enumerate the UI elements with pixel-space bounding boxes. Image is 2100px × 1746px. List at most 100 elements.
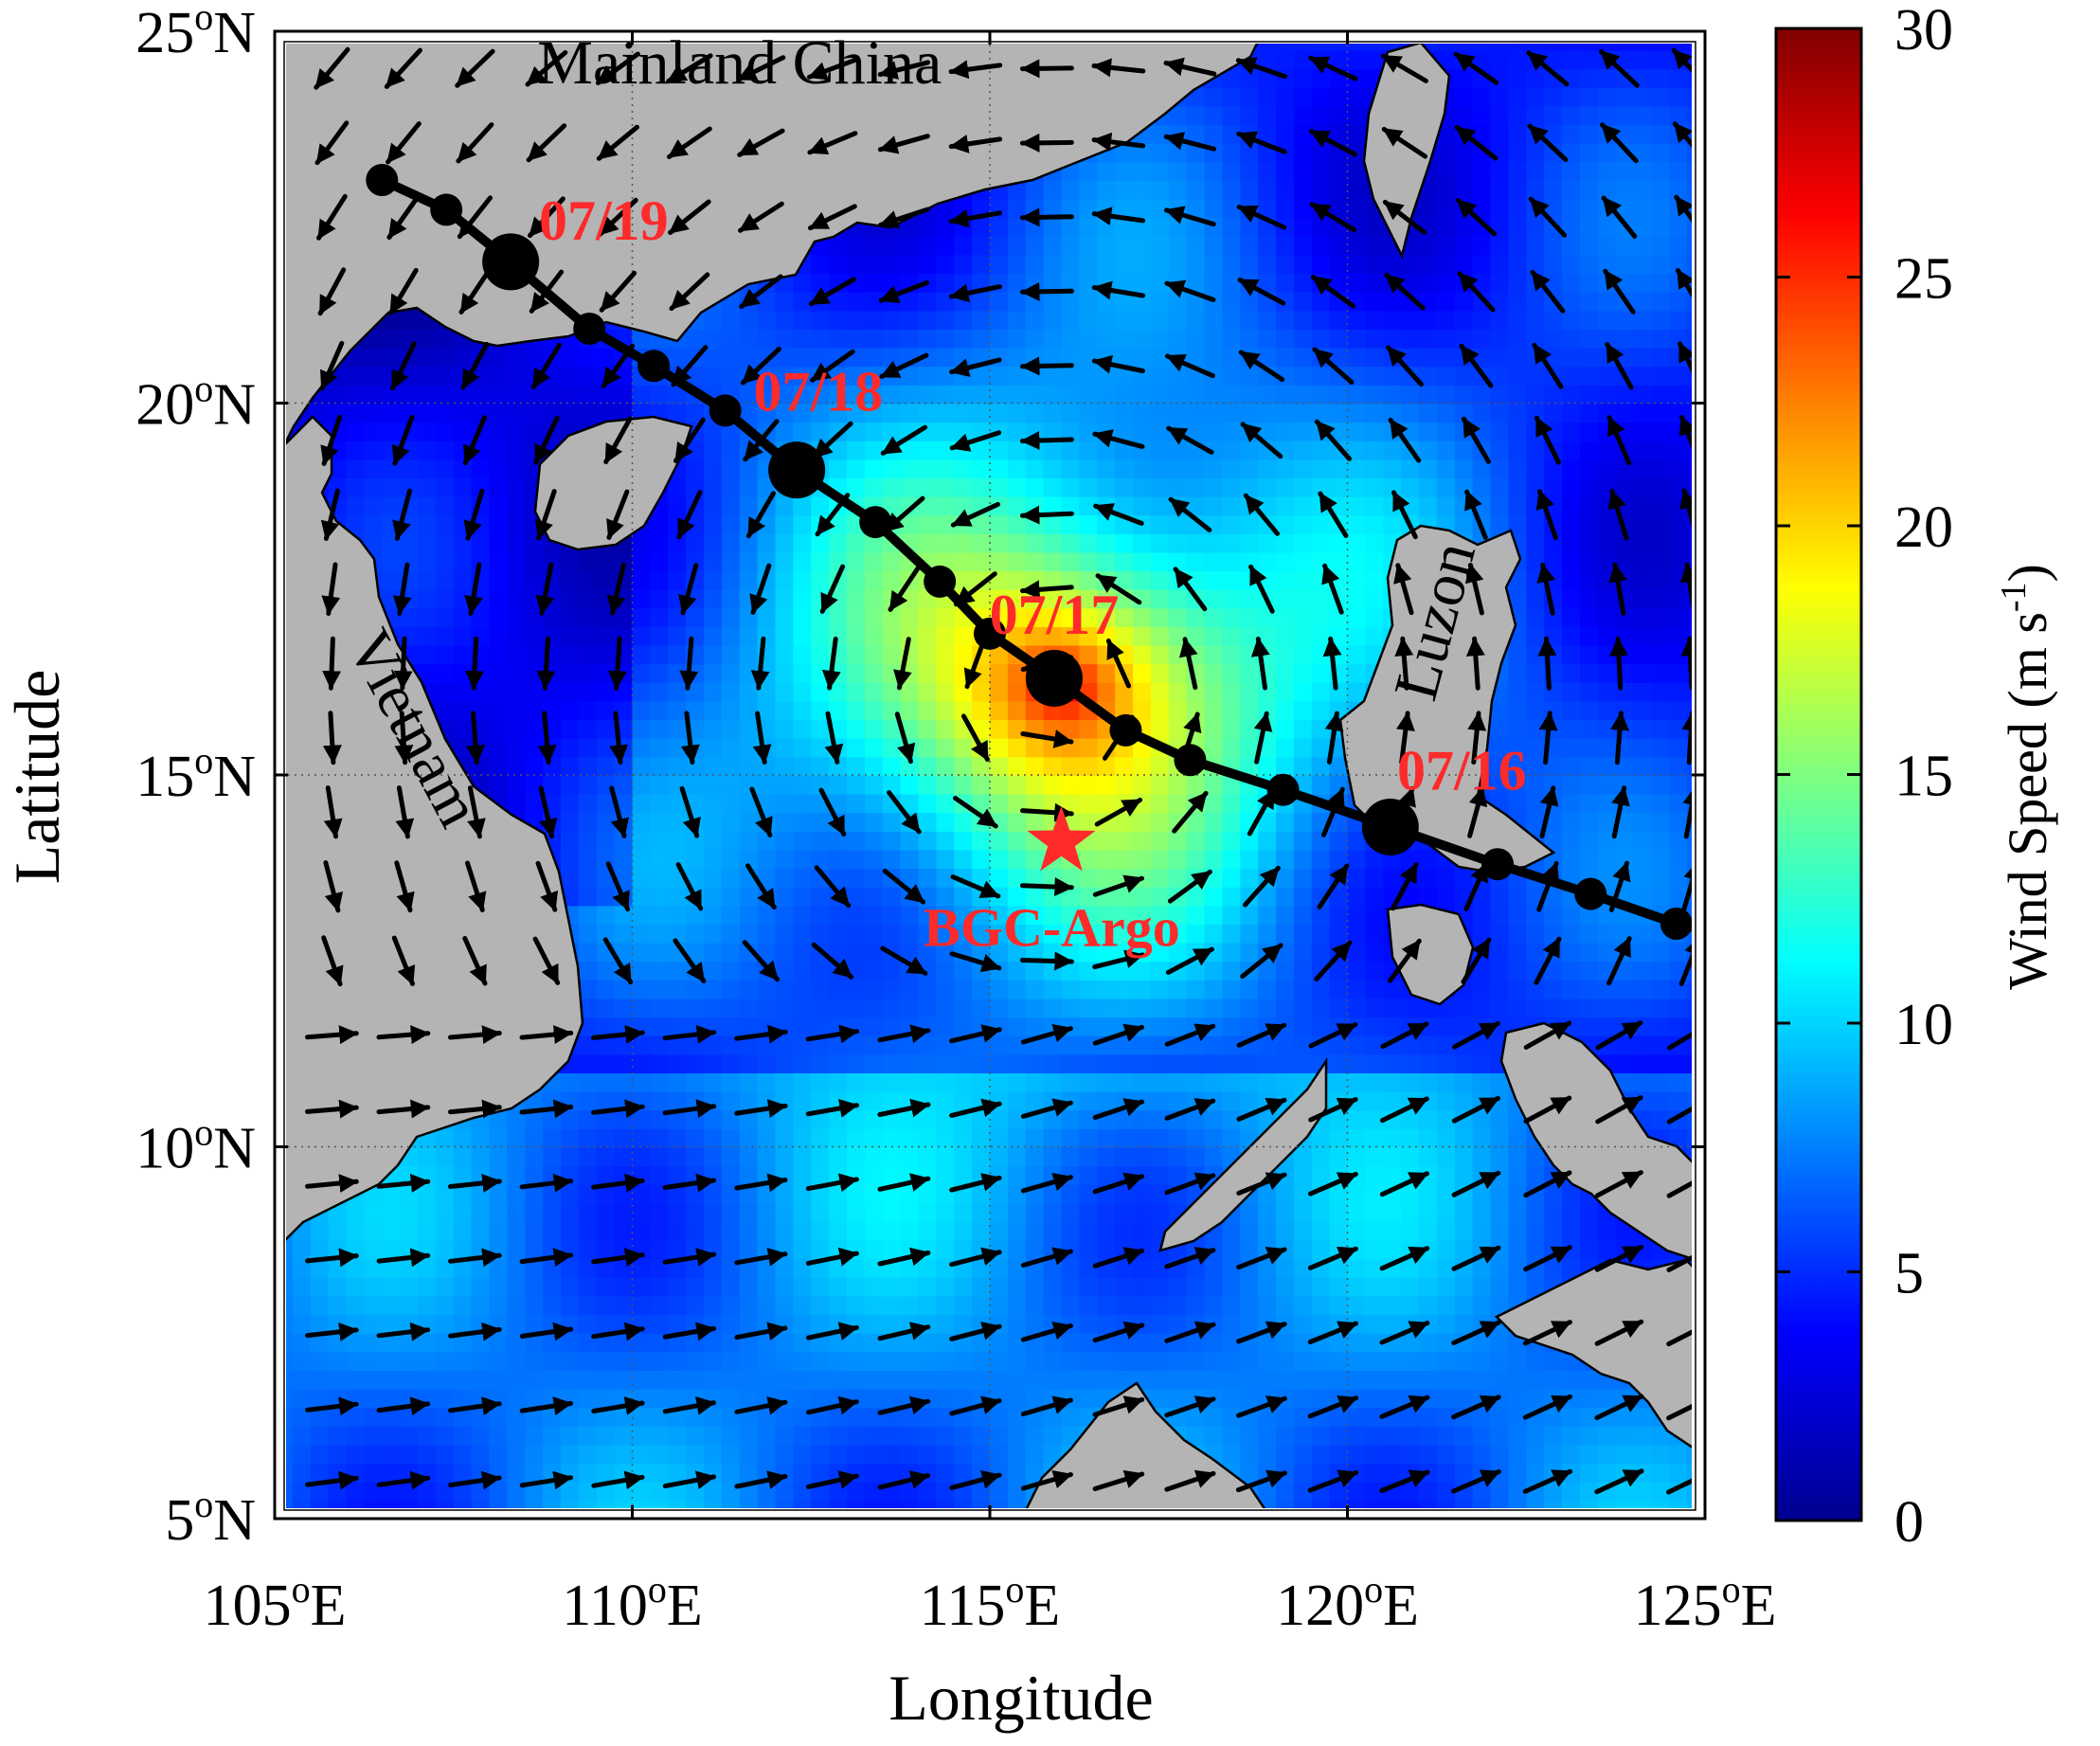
heatmap-cell — [578, 384, 598, 405]
heatmap-cell — [1007, 1500, 1027, 1508]
heatmap-cell — [1311, 1425, 1331, 1446]
heatmap-cell — [1258, 1183, 1277, 1204]
heatmap-cell — [1508, 644, 1528, 665]
heatmap-cell — [1454, 1017, 1474, 1036]
heatmap-cell — [1276, 495, 1295, 516]
heatmap-cell — [1204, 979, 1224, 999]
heatmap-cell — [1025, 756, 1045, 776]
heatmap-cell — [1222, 495, 1242, 516]
heatmap-cell — [1383, 979, 1403, 999]
heatmap-cell — [1383, 1127, 1403, 1148]
heatmap-cell — [1240, 793, 1260, 814]
heatmap-cell — [1633, 942, 1653, 963]
heatmap-cell — [757, 942, 777, 963]
heatmap-cell — [1562, 532, 1581, 553]
heatmap-cell — [990, 551, 1009, 572]
heatmap-cell — [1687, 366, 1692, 386]
heatmap-cell — [1007, 775, 1027, 795]
heatmap-cell — [686, 1351, 705, 1371]
heatmap-cell — [954, 626, 974, 646]
heatmap-cell — [1204, 1370, 1224, 1390]
heatmap-cell — [1133, 1276, 1152, 1297]
heatmap-cell — [757, 1072, 777, 1092]
heatmap-cell — [1079, 812, 1099, 832]
heatmap-cell — [1079, 1332, 1099, 1353]
heatmap-cell — [1365, 1332, 1385, 1353]
heatmap-cell — [596, 905, 616, 925]
heatmap-cell — [1365, 1183, 1385, 1204]
heatmap-cell — [1454, 1295, 1474, 1316]
heatmap-cell — [757, 849, 777, 870]
heatmap-cell — [1222, 384, 1242, 405]
heatmap-cell — [847, 700, 866, 721]
heatmap-cell — [1222, 1295, 1242, 1316]
heatmap-cell — [721, 495, 741, 516]
heatmap-cell — [1329, 1183, 1349, 1204]
heatmap-cell — [1043, 1146, 1063, 1167]
heatmap-cell — [1419, 1127, 1438, 1148]
heatmap-cell — [1508, 979, 1528, 999]
heatmap-cell — [418, 1500, 437, 1508]
heatmap-cell — [1293, 719, 1313, 739]
heatmap-cell — [1293, 532, 1313, 553]
heatmap-cell — [650, 514, 670, 534]
heatmap-cell — [382, 403, 402, 423]
heatmap-cell — [811, 1202, 831, 1222]
heatmap-cell — [1526, 681, 1546, 702]
heatmap-cell — [1472, 1202, 1492, 1222]
heatmap-cell — [1204, 440, 1224, 460]
heatmap-cell — [1007, 403, 1027, 423]
heatmap-cell — [525, 422, 545, 441]
heatmap-cell — [1097, 1314, 1117, 1334]
heatmap-cell — [775, 793, 795, 814]
heatmap-cell — [578, 1388, 598, 1409]
heatmap-cell — [543, 384, 562, 405]
heatmap-cell — [1043, 1035, 1063, 1055]
heatmap-cell — [1544, 1500, 1563, 1508]
heatmap-cell — [1669, 514, 1689, 534]
heatmap-cell — [1240, 1239, 1260, 1260]
heatmap-cell — [632, 681, 652, 702]
heatmap-cell — [936, 1239, 956, 1260]
heatmap-cell — [364, 347, 384, 368]
heatmap-cell — [811, 979, 831, 999]
heatmap-cell — [1669, 1090, 1689, 1111]
heatmap-cell — [954, 1072, 974, 1092]
heatmap-cell — [721, 1053, 741, 1073]
heatmap-cell — [1043, 626, 1063, 646]
heatmap-cell — [1401, 1127, 1420, 1148]
heatmap-cell — [918, 459, 938, 478]
heatmap-cell — [1115, 403, 1134, 423]
heatmap-cell — [328, 1370, 348, 1390]
heatmap-cell — [1025, 1444, 1045, 1465]
heatmap-cell — [739, 347, 759, 368]
heatmap-cell — [453, 1221, 473, 1241]
heatmap-cell — [1490, 384, 1510, 405]
heatmap-cell — [418, 1183, 437, 1204]
heatmap-cell — [1240, 719, 1260, 739]
heatmap-cell — [1115, 607, 1134, 627]
heatmap-cell — [400, 1332, 419, 1353]
heatmap-cell — [507, 459, 527, 478]
heatmap-cell — [1293, 495, 1313, 516]
heatmap-cell — [507, 1351, 527, 1371]
heatmap-cell — [1436, 1221, 1456, 1241]
heatmap-cell — [864, 1072, 884, 1092]
heatmap-cell — [632, 384, 652, 405]
heatmap-cell — [811, 905, 831, 925]
heatmap-cell — [614, 1221, 634, 1241]
heatmap-cell — [1168, 775, 1188, 795]
heatmap-cell — [1633, 719, 1653, 739]
heatmap-cell — [1133, 1295, 1152, 1316]
heatmap-cell — [864, 551, 884, 572]
heatmap-cell — [1293, 905, 1313, 925]
heatmap-cell — [1436, 1314, 1456, 1334]
heatmap-cell — [1687, 1035, 1692, 1055]
heatmap-cell — [1186, 998, 1206, 1018]
heatmap-cell — [1276, 1481, 1295, 1502]
heatmap-cell — [686, 700, 705, 721]
heatmap-cell — [686, 1183, 705, 1204]
heatmap-cell — [1365, 998, 1385, 1018]
heatmap-cell — [1383, 1370, 1403, 1390]
heatmap-cell — [1133, 607, 1152, 627]
